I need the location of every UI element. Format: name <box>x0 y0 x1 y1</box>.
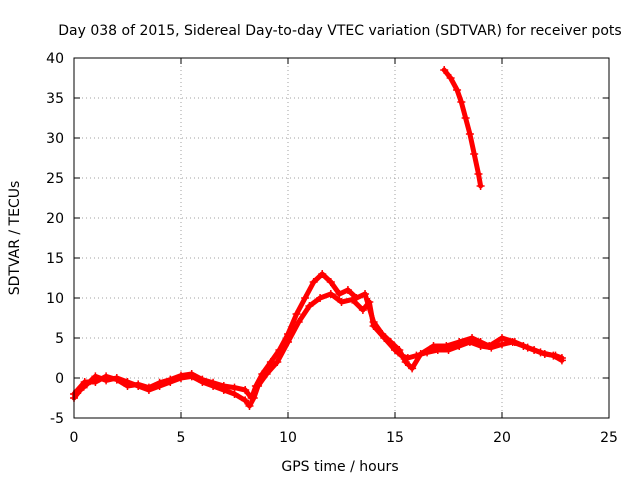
data-point-marker <box>305 302 314 310</box>
x-tick-label: 15 <box>386 430 404 446</box>
data-point-marker <box>266 358 275 366</box>
data-point-marker <box>453 86 462 94</box>
data-point-marker <box>429 342 438 350</box>
data-point-marker <box>395 346 404 354</box>
data-point-marker <box>187 370 196 378</box>
x-tick-labels: 0 5 10 15 20 25 <box>70 430 618 446</box>
data-point-marker <box>247 394 256 402</box>
data-point-marker <box>442 342 451 350</box>
data-point-marker <box>468 334 477 342</box>
data-point-marker <box>461 114 470 122</box>
data-point-marker <box>476 182 485 190</box>
data-point-marker <box>102 372 111 381</box>
y-tick-label: 0 <box>55 371 64 387</box>
data-point-marker <box>416 350 425 358</box>
y-tick-label: 35 <box>46 91 64 107</box>
data-point-marker <box>455 338 464 346</box>
data-point-marker <box>440 66 449 74</box>
x-tick-label: 25 <box>600 430 618 446</box>
data-point-marker <box>446 74 455 82</box>
data-point-marker <box>144 383 153 392</box>
data-point-marker <box>294 318 303 326</box>
data-point-marker <box>209 378 218 387</box>
data-point-marker <box>318 270 327 278</box>
data-point-marker <box>316 294 325 302</box>
data-point-marker <box>523 343 532 352</box>
data-point-marker <box>378 330 387 338</box>
x-tick-label: 20 <box>493 430 511 446</box>
data-point-marker <box>245 402 254 410</box>
data-point-marker <box>258 370 267 378</box>
data-point-marker <box>177 371 185 380</box>
data-point-marker <box>536 348 545 357</box>
data-point-marker <box>369 318 378 326</box>
chart-title: Day 038 of 2015, Sidereal Day-to-day VTE… <box>58 23 621 39</box>
data-point-marker <box>219 382 228 390</box>
data-point-marker <box>309 278 318 286</box>
data-point-marker <box>465 130 474 138</box>
y-tick-label: 20 <box>46 211 64 227</box>
data-point-marker <box>326 278 335 286</box>
x-tick-label: 10 <box>279 430 297 446</box>
data-point-marker <box>358 306 367 314</box>
data-point-marker <box>134 380 143 389</box>
x-axis-title: GPS time / hours <box>281 459 398 475</box>
data-point-marker <box>343 286 352 294</box>
data-point-marker <box>335 290 344 298</box>
y-tick-label: 10 <box>46 291 64 307</box>
data-point-marker <box>91 378 100 386</box>
grid <box>74 58 609 418</box>
data-point-marker <box>123 382 132 390</box>
data-point-marker <box>549 351 558 360</box>
data-point-marker <box>275 346 284 354</box>
data-point-marker <box>457 98 466 106</box>
data-point-marker <box>557 356 566 365</box>
y-tick-label: 15 <box>46 251 64 267</box>
y-tick-label: 40 <box>46 51 64 67</box>
y-tick-label: -5 <box>50 411 64 427</box>
data-point-marker <box>485 342 494 350</box>
series-2 <box>70 270 566 402</box>
x-tick-label: 5 <box>177 430 186 446</box>
y-tick-labels: -5 0 5 10 15 20 25 30 35 40 <box>46 51 64 427</box>
data-point-marker <box>198 375 207 384</box>
data-point-marker <box>386 338 395 346</box>
y-axis-title: SDTVAR / TECUs <box>7 181 23 296</box>
y-tick-label: 5 <box>55 331 64 347</box>
data-point-marker <box>326 290 335 298</box>
data-point-marker <box>80 378 89 386</box>
series-line <box>71 291 565 409</box>
data-point-marker <box>401 358 410 366</box>
series-3 <box>440 66 485 190</box>
data-point-marker <box>284 330 292 338</box>
data-point-marker <box>155 378 164 387</box>
data-point-marker <box>474 170 483 178</box>
data-point-marker <box>112 375 121 384</box>
data-point-marker <box>470 150 479 158</box>
data-point-marker <box>476 338 485 346</box>
data-point-marker <box>241 396 250 405</box>
data-point-marker <box>292 310 301 318</box>
data-point-marker <box>510 338 519 346</box>
data-point-marker <box>408 364 417 373</box>
plot-frame <box>73 57 610 419</box>
x-tick-label: 0 <box>70 430 79 446</box>
data-point-marker <box>251 382 260 390</box>
data-point-marker <box>166 375 175 384</box>
data-point-marker <box>498 334 506 342</box>
data-point-marker <box>337 298 346 306</box>
data-point-marker <box>301 294 310 302</box>
data-point-marker <box>241 386 250 394</box>
y-tick-label: 30 <box>46 131 64 147</box>
y-tick-label: 25 <box>46 171 64 187</box>
data-series <box>70 66 566 410</box>
data-point-marker <box>230 383 239 392</box>
data-point-marker <box>361 290 370 298</box>
data-point-marker <box>352 294 361 302</box>
